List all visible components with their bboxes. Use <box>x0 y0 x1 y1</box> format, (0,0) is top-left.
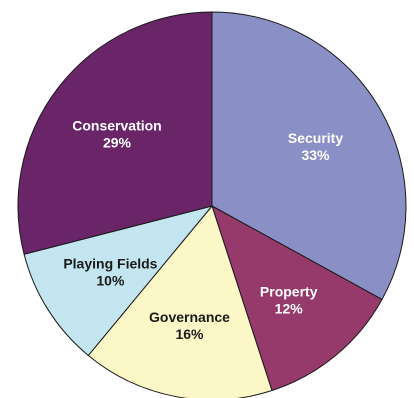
slice-value-label-property: 12% <box>275 301 304 317</box>
slice-value-label-conservation: 29% <box>103 134 132 150</box>
pie-slice-playing-fields <box>23 205 213 356</box>
slice-name-label-playing-fields: Playing Fields <box>63 255 157 271</box>
pie-slice-governance <box>87 205 273 398</box>
slice-name-label-property: Property <box>260 284 318 300</box>
slice-value-label-playing-fields: 10% <box>96 272 125 288</box>
pie-slices <box>17 11 407 398</box>
pie-slice-security <box>211 11 407 300</box>
slice-value-label-security: 33% <box>301 147 330 163</box>
slice-value-label-governance: 16% <box>175 326 204 342</box>
slice-name-label-governance: Governance <box>149 309 230 325</box>
slice-name-label-conservation: Conservation <box>72 117 161 133</box>
pie-slice-property <box>211 205 383 391</box>
pie-slice-conservation <box>17 11 213 255</box>
slice-name-label-security: Security <box>288 130 343 146</box>
